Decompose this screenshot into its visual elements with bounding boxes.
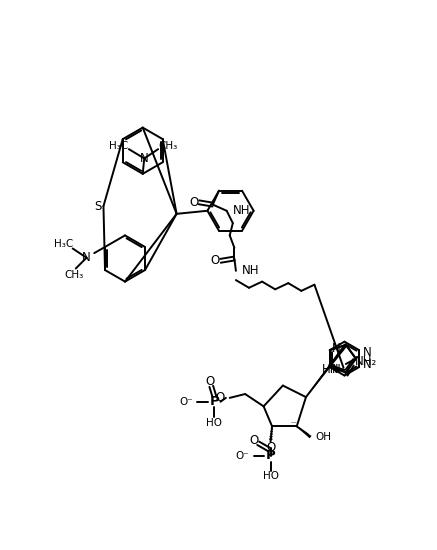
Text: N: N	[140, 152, 149, 165]
Text: O: O	[215, 392, 224, 404]
Text: O: O	[189, 196, 198, 209]
Text: —: —	[291, 421, 296, 426]
Text: OH: OH	[315, 432, 331, 442]
Text: N: N	[363, 346, 372, 359]
Text: S: S	[94, 200, 102, 213]
Text: O⁻: O⁻	[179, 397, 193, 406]
Text: H₃C: H₃C	[54, 239, 73, 249]
Text: CH₃: CH₃	[159, 141, 178, 151]
Text: H₃C: H₃C	[109, 141, 128, 151]
Text: O: O	[206, 375, 215, 388]
Text: NH₂: NH₂	[355, 355, 378, 368]
Text: CH₃: CH₃	[65, 271, 84, 281]
Polygon shape	[296, 426, 312, 438]
Text: N: N	[332, 342, 340, 355]
Text: N: N	[82, 251, 91, 264]
Text: O: O	[266, 441, 275, 454]
Text: NH: NH	[233, 204, 250, 217]
Text: O: O	[250, 434, 259, 448]
Text: HO: HO	[263, 471, 278, 481]
Text: N: N	[332, 364, 340, 377]
Text: P: P	[266, 449, 275, 462]
Text: O: O	[211, 254, 220, 267]
Text: HO: HO	[206, 417, 222, 427]
Text: N: N	[363, 358, 372, 371]
Text: O⁻: O⁻	[235, 450, 249, 460]
Text: HN: HN	[322, 363, 340, 376]
Text: NH: NH	[242, 265, 260, 277]
Text: P: P	[209, 395, 219, 408]
Polygon shape	[305, 344, 347, 397]
